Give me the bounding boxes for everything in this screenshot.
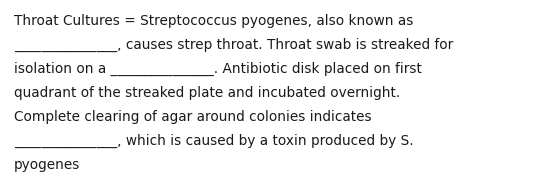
Text: isolation on a _______________. Antibiotic disk placed on first: isolation on a _______________. Antibiot… (14, 62, 422, 76)
Text: _______________, causes strep throat. Throat swab is streaked for: _______________, causes strep throat. Th… (14, 38, 453, 52)
Text: Throat Cultures = Streptococcus pyogenes, also known as: Throat Cultures = Streptococcus pyogenes… (14, 14, 413, 28)
Text: _______________, which is caused by a toxin produced by S.: _______________, which is caused by a to… (14, 134, 413, 148)
Text: pyogenes: pyogenes (14, 158, 80, 172)
Text: Complete clearing of agar around colonies indicates: Complete clearing of agar around colonie… (14, 110, 372, 124)
Text: quadrant of the streaked plate and incubated overnight.: quadrant of the streaked plate and incub… (14, 86, 400, 100)
